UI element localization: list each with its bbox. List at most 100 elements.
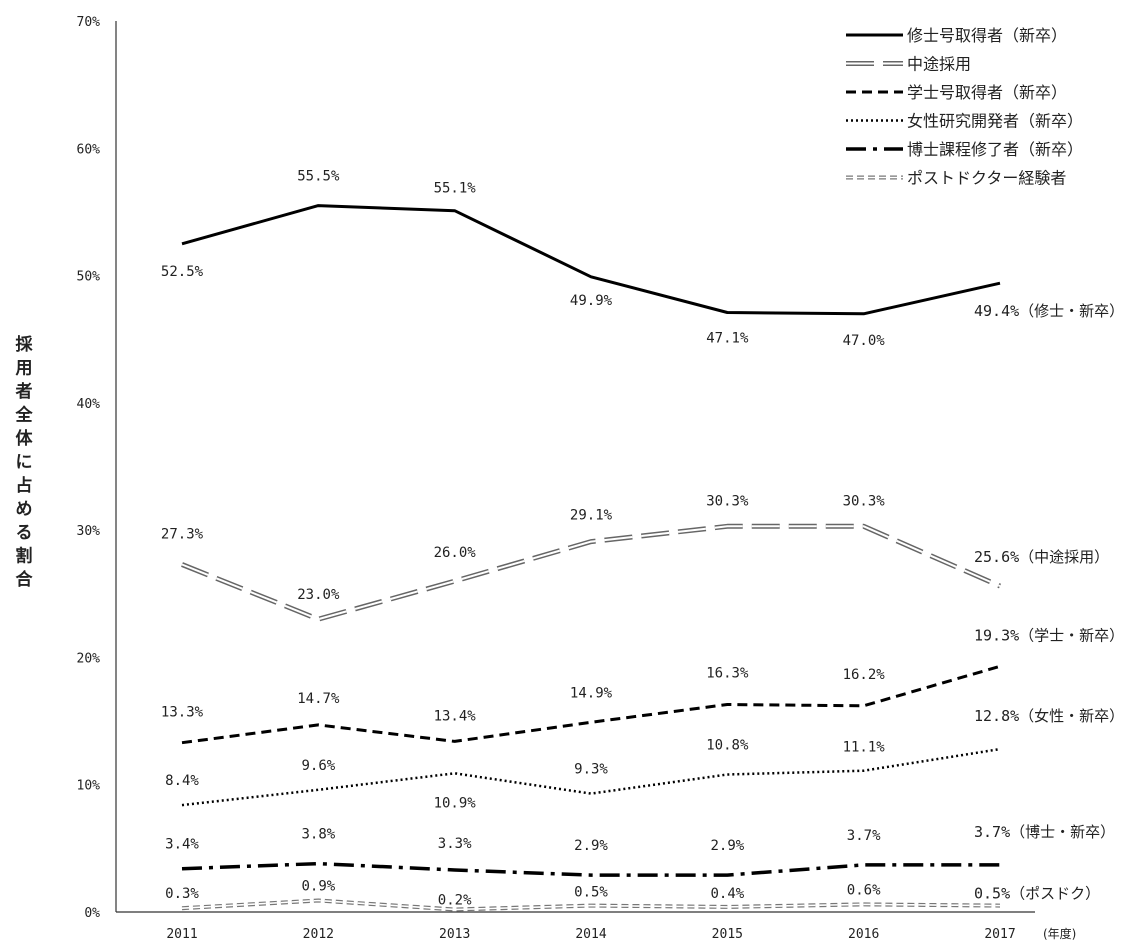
data-label: 55.1% <box>434 181 477 197</box>
x-tick-label: 2012 <box>303 927 334 942</box>
data-label: 30.3% <box>843 493 886 509</box>
series-name-label: （中途採用） <box>1019 548 1109 566</box>
data-label: 52.5% <box>161 264 204 280</box>
data-label: 13.4% <box>434 708 477 724</box>
legend-label: 博士課程修了者（新卒） <box>907 140 1083 159</box>
axes: 0% 10% 20% 30% 40% 50% 60% 70% 2011 2012 2013 2014 2… <box>77 15 1077 942</box>
data-label: 47.0% <box>843 333 886 349</box>
data-label: 0.5% <box>974 885 1010 903</box>
y-axis-title-char: 占 <box>16 475 33 496</box>
series-name-label: （ポスドク） <box>1010 885 1100 903</box>
data-label: 19.3% <box>974 626 1019 644</box>
data-label: 29.1% <box>570 508 613 524</box>
y-axis-title-char: め <box>16 500 33 520</box>
y-tick-label: 60% <box>77 142 101 157</box>
data-label: 3.8% <box>301 827 335 843</box>
series-2-line <box>181 664 1001 745</box>
data-label: 14.7% <box>297 691 340 707</box>
series-3-end-label: 12.8%（女性・新卒） <box>974 707 1124 725</box>
legend-label: 中途採用 <box>907 55 971 74</box>
y-axis-title-char: る <box>16 523 33 543</box>
y-tick-label: 30% <box>77 524 101 539</box>
y-tick-label: 20% <box>77 651 101 666</box>
series-1-end-label: 25.6%（中途採用） <box>974 548 1109 566</box>
y-axis-title-char: 用 <box>16 359 33 379</box>
data-label: 3.7% <box>974 823 1010 841</box>
data-label: 27.3% <box>161 527 204 543</box>
data-label: 55.5% <box>297 169 340 185</box>
data-labels: 52.5% 55.5% 55.1% 49.9% 47.1% 47.0% 49.4%（修士・新… <box>161 169 1124 909</box>
data-label: 26.0% <box>434 545 477 561</box>
x-tick-label: 2015 <box>712 927 743 942</box>
y-axis-title-char: 合 <box>16 569 34 590</box>
data-label: 0.4% <box>710 886 744 902</box>
data-label: 0.5% <box>574 885 608 901</box>
data-label: 25.6% <box>974 548 1019 566</box>
y-axis-title-char: 全 <box>15 405 34 426</box>
y-tick-label: 0% <box>84 906 100 921</box>
data-label: 49.9% <box>570 293 613 309</box>
data-label: 16.3% <box>706 666 749 682</box>
data-label: 0.6% <box>847 882 881 898</box>
legend-label: 女性研究開発者（新卒） <box>907 112 1083 131</box>
x-tick-label: 2011 <box>166 927 197 942</box>
data-label: 14.9% <box>570 685 613 701</box>
x-tick-label: 2017 <box>984 927 1015 942</box>
series-4-end-label: 3.7%（博士・新卒） <box>974 823 1115 841</box>
data-label: 2.9% <box>574 838 608 854</box>
data-label: 9.6% <box>301 758 335 774</box>
y-tick-label: 70% <box>77 15 101 30</box>
series-5-line-inner <box>181 899 1001 911</box>
y-axis-title-char: 者 <box>15 381 33 402</box>
data-label: 49.4% <box>974 302 1019 320</box>
data-label: 0.9% <box>301 879 335 895</box>
data-label: 0.2% <box>438 892 472 908</box>
series-2-end-label: 19.3%（学士・新卒） <box>974 626 1124 644</box>
data-label: 2.9% <box>710 838 744 854</box>
x-tick-label: 2016 <box>848 927 879 942</box>
y-axis-title-char: に <box>16 453 33 473</box>
legend-label: ポストドクター経験者 <box>907 169 1066 188</box>
data-label: 23.0% <box>297 587 340 603</box>
series-0-line <box>181 204 1001 316</box>
series-4-line <box>181 861 1000 877</box>
series-name-label: （学士・新卒） <box>1019 626 1124 644</box>
data-label: 3.4% <box>165 837 199 853</box>
data-label: 11.1% <box>843 740 886 756</box>
data-label: 9.3% <box>574 762 608 778</box>
x-axis-unit: (年度) <box>1043 926 1076 941</box>
data-label: 12.8% <box>974 707 1019 725</box>
series-1-line-inner <box>181 525 1001 621</box>
y-axis-title-char: 体 <box>16 428 34 449</box>
series-name-label: （博士・新卒） <box>1010 823 1115 841</box>
series-1-line <box>181 523 1002 622</box>
data-label: 8.4% <box>165 773 199 789</box>
data-label: 0.3% <box>165 886 199 902</box>
y-tick-label: 50% <box>77 270 101 285</box>
data-label: 47.1% <box>706 330 749 346</box>
series-0-end-label: 49.4%（修士・新卒） <box>974 302 1124 320</box>
series-lines <box>181 204 1002 912</box>
y-axis-title-char: 採 <box>16 334 34 355</box>
series-3-line <box>181 747 1001 807</box>
data-label: 10.9% <box>434 795 477 811</box>
series-name-label: （修士・新卒） <box>1019 302 1124 320</box>
series-5-end-label: 0.5%（ポスドク） <box>974 885 1100 903</box>
x-tick-label: 2013 <box>439 927 470 942</box>
series-name-label: （女性・新卒） <box>1019 707 1124 725</box>
data-label: 30.3% <box>706 493 749 509</box>
y-tick-label: 10% <box>77 779 101 794</box>
data-label: 16.2% <box>843 667 886 683</box>
y-tick-label: 40% <box>77 397 101 412</box>
data-label: 10.8% <box>706 738 749 754</box>
legend-label: 修士号取得者（新卒） <box>907 26 1067 45</box>
data-label: 3.3% <box>438 836 472 852</box>
data-label: 3.7% <box>847 828 881 844</box>
legend-label: 学士号取得者（新卒） <box>907 83 1067 102</box>
x-tick-label: 2014 <box>575 927 606 942</box>
data-label: 13.3% <box>161 705 204 721</box>
y-axis-title-char: 割 <box>16 546 33 567</box>
